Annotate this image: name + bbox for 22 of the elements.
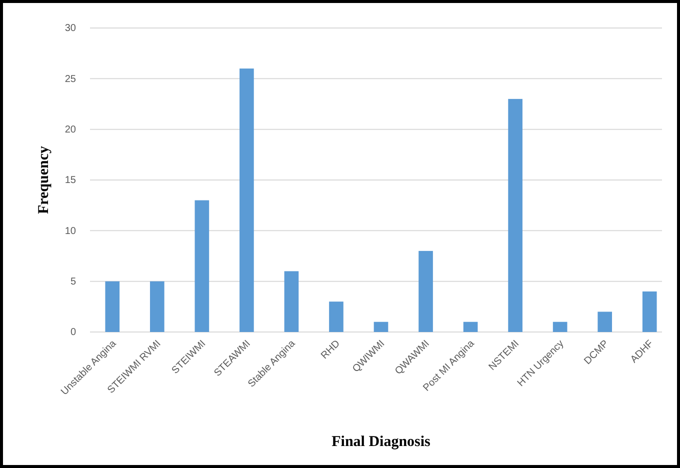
y-tick-label: 5 [70,276,76,288]
y-tick-label: 10 [64,226,76,237]
x-axis-title: Final Diagnosis [332,434,431,450]
bar [642,291,657,332]
y-tick-label: 25 [64,74,76,85]
bar [240,68,254,332]
y-tick-label: 20 [64,124,76,136]
y-axis-title: Frequency [36,145,52,214]
y-tick-label: 15 [64,175,76,186]
bar [598,312,612,332]
bar [463,322,478,332]
bar [552,322,568,332]
bar [194,200,210,332]
bar [374,322,388,332]
bar [105,281,120,332]
bar [329,302,344,332]
y-tick-label: 30 [64,23,76,34]
bar [150,281,164,332]
bar [508,98,522,332]
bar [418,250,433,332]
bar [284,271,299,332]
y-tick-label: 0 [70,327,76,338]
